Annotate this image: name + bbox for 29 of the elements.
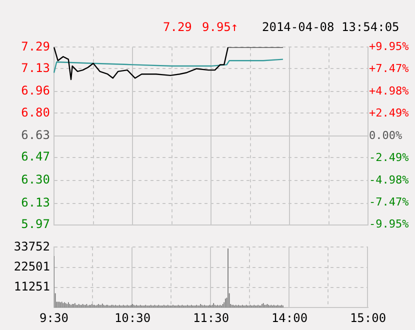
y-tick-label: 6.63 <box>21 128 50 142</box>
y2-tick-label: -4.98% <box>369 173 410 186</box>
y-tick-label: 22501 <box>14 259 50 274</box>
y2-tick-label: -9.95% <box>369 218 410 231</box>
y2-tick-label: +9.95% <box>369 40 410 54</box>
x-tick-label: 15:00 <box>350 310 386 325</box>
y-tick-label: 6.30 <box>21 172 50 187</box>
y2-tick-label: -2.49% <box>369 151 410 164</box>
y-tick-label: 6.96 <box>21 84 50 98</box>
y2-tick-label: +4.98% <box>369 84 410 98</box>
y-tick-label: 6.13 <box>21 195 50 210</box>
y2-tick-label: 0.00% <box>369 128 402 142</box>
x-tick-label: 10:30 <box>114 310 151 325</box>
x-tick-label: 14:00 <box>271 310 308 325</box>
y-tick-label: 5.97 <box>21 216 50 231</box>
y-tick-label: 11251 <box>14 280 50 294</box>
text: 9.95↑ <box>202 20 238 34</box>
y-tick-label: 7.13 <box>21 60 50 75</box>
y2-tick-label: -7.47% <box>369 196 410 209</box>
y-tick-label: 33752 <box>14 239 50 254</box>
y2-tick-label: +7.47% <box>369 62 410 76</box>
x-tick-label: 11:30 <box>192 310 230 325</box>
text: 7.29 <box>163 20 192 34</box>
text: 2014-04-08 13:54:05 <box>262 20 400 34</box>
y2-tick-label: +2.49% <box>369 106 410 120</box>
x-tick-label: 9:30 <box>40 310 68 325</box>
y-tick-label: 7.29 <box>21 39 50 54</box>
y-tick-label: 6.80 <box>21 105 50 120</box>
y-tick-label: 6.47 <box>21 150 50 164</box>
